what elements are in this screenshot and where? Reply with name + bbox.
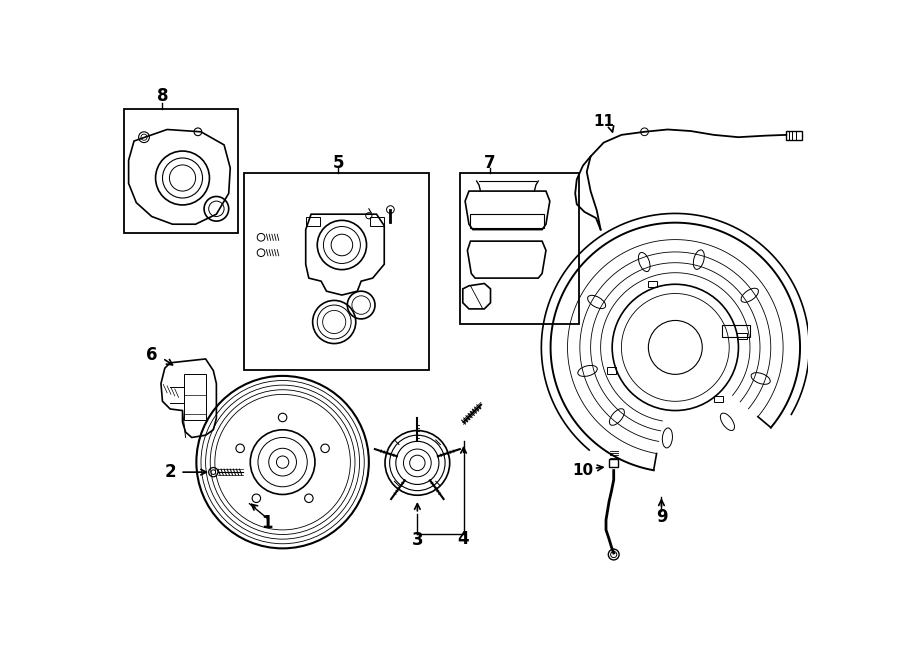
- Text: 4: 4: [458, 530, 470, 548]
- Bar: [460, 173, 579, 324]
- Bar: [124, 109, 238, 234]
- Bar: [715, 397, 724, 402]
- Bar: [647, 281, 657, 287]
- Bar: [184, 373, 205, 420]
- Text: 10: 10: [572, 463, 593, 478]
- Text: 8: 8: [157, 87, 168, 105]
- Bar: [737, 332, 747, 339]
- Bar: [787, 131, 802, 140]
- Text: 1: 1: [262, 514, 273, 532]
- Bar: [609, 459, 618, 467]
- Text: 2: 2: [165, 463, 176, 481]
- Bar: [471, 214, 544, 228]
- Text: 11: 11: [593, 115, 614, 129]
- Text: 6: 6: [146, 346, 158, 364]
- Bar: [306, 216, 319, 226]
- Bar: [244, 173, 429, 370]
- Bar: [607, 367, 616, 373]
- Text: 7: 7: [484, 154, 496, 171]
- Bar: [371, 216, 384, 226]
- Text: 5: 5: [332, 154, 344, 171]
- Text: 9: 9: [655, 508, 667, 526]
- Text: 3: 3: [411, 531, 423, 549]
